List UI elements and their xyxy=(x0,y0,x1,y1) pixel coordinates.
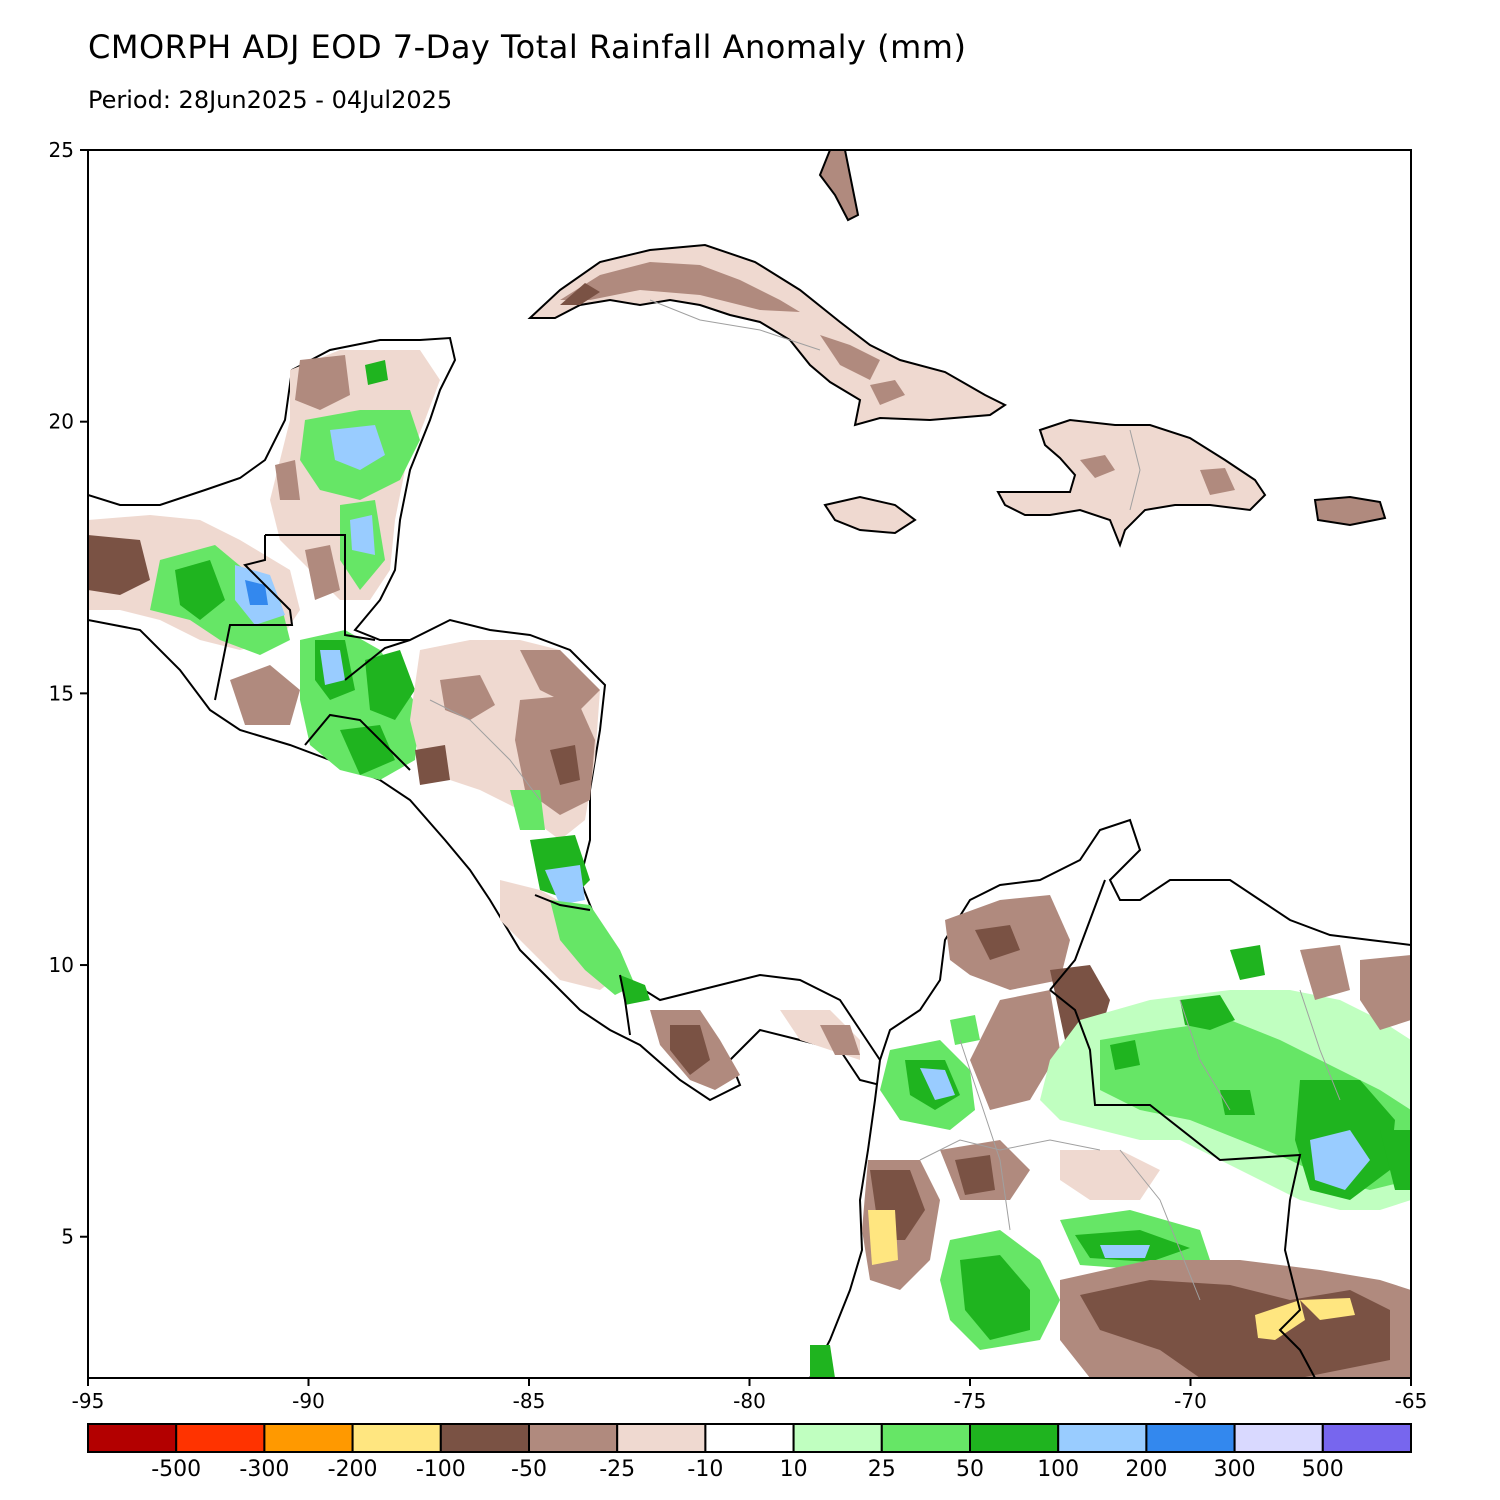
colorbar-swatch xyxy=(439,1423,530,1453)
colorbar-label: 100 xyxy=(1037,1457,1079,1482)
colorbar-label: 50 xyxy=(956,1457,984,1482)
colorbar-label: -500 xyxy=(151,1457,201,1482)
colorbar-swatch xyxy=(704,1423,795,1453)
colorbar-label: -50 xyxy=(511,1457,547,1482)
colorbar-label: 25 xyxy=(868,1457,896,1482)
country-borders xyxy=(214,534,1316,1378)
x-tick-label: -80 xyxy=(733,1389,766,1413)
colorbar-swatch xyxy=(528,1423,619,1453)
colorbar-swatch xyxy=(175,1423,266,1453)
y-tick-label: 5 xyxy=(61,1225,74,1249)
colorbar-swatch xyxy=(351,1423,442,1453)
y-tick-label: 25 xyxy=(49,138,74,162)
x-axis: -95 -90 -85 -80 -75 -70 -65 xyxy=(72,1378,1428,1413)
x-tick-label: -85 xyxy=(513,1389,546,1413)
cuba-landmass xyxy=(527,243,1007,427)
colorbar-label: -25 xyxy=(599,1457,635,1482)
x-tick-label: -75 xyxy=(954,1389,987,1413)
colorbar-label: 200 xyxy=(1125,1457,1167,1482)
admin-boundaries xyxy=(429,299,1341,1301)
y-tick-label: 20 xyxy=(49,410,74,434)
colorbar-swatch xyxy=(87,1423,178,1453)
y-axis: 25 20 15 10 5 xyxy=(49,138,88,1249)
colorbar-label: -300 xyxy=(239,1457,289,1482)
colorbar: -500 -300 -200 -100 -50 -25 -10 10 25 50 100 200 300… xyxy=(87,1423,1413,1482)
colorbar-swatch xyxy=(880,1423,971,1453)
x-tick-label: -95 xyxy=(72,1389,105,1413)
puerto-rico-landmass xyxy=(1313,495,1387,527)
colorbar-swatch xyxy=(1321,1423,1413,1453)
colorbar-label: -200 xyxy=(328,1457,378,1482)
y-tick-label: 10 xyxy=(49,953,74,977)
colorbar-label: 300 xyxy=(1214,1457,1256,1482)
period-subtitle: Period: 28Jun2025 - 04Jul2025 xyxy=(88,86,453,114)
colorbar-swatch xyxy=(969,1423,1060,1453)
colorbar-label: 500 xyxy=(1302,1457,1344,1482)
colorbar-swatch xyxy=(792,1423,883,1453)
hispaniola-landmass xyxy=(996,418,1267,548)
colorbar-swatch xyxy=(1057,1423,1148,1453)
map-title: CMORPH ADJ EOD 7-Day Total Rainfall Anom… xyxy=(88,28,967,66)
colorbar-swatch xyxy=(263,1423,354,1453)
x-tick-label: -65 xyxy=(1395,1389,1428,1413)
colorbar-swatch xyxy=(616,1423,707,1453)
y-tick-label: 15 xyxy=(49,681,74,705)
colorbar-label: -10 xyxy=(687,1457,723,1482)
x-tick-label: -70 xyxy=(1174,1389,1207,1413)
x-tick-label: -90 xyxy=(292,1389,325,1413)
colorbar-label: 10 xyxy=(780,1457,808,1482)
jamaica-landmass xyxy=(823,495,917,535)
colorbar-label: -100 xyxy=(416,1457,466,1482)
colorbar-swatch xyxy=(1233,1423,1324,1453)
anomaly-field xyxy=(88,150,1411,1378)
colorbar-swatch xyxy=(1145,1423,1236,1453)
